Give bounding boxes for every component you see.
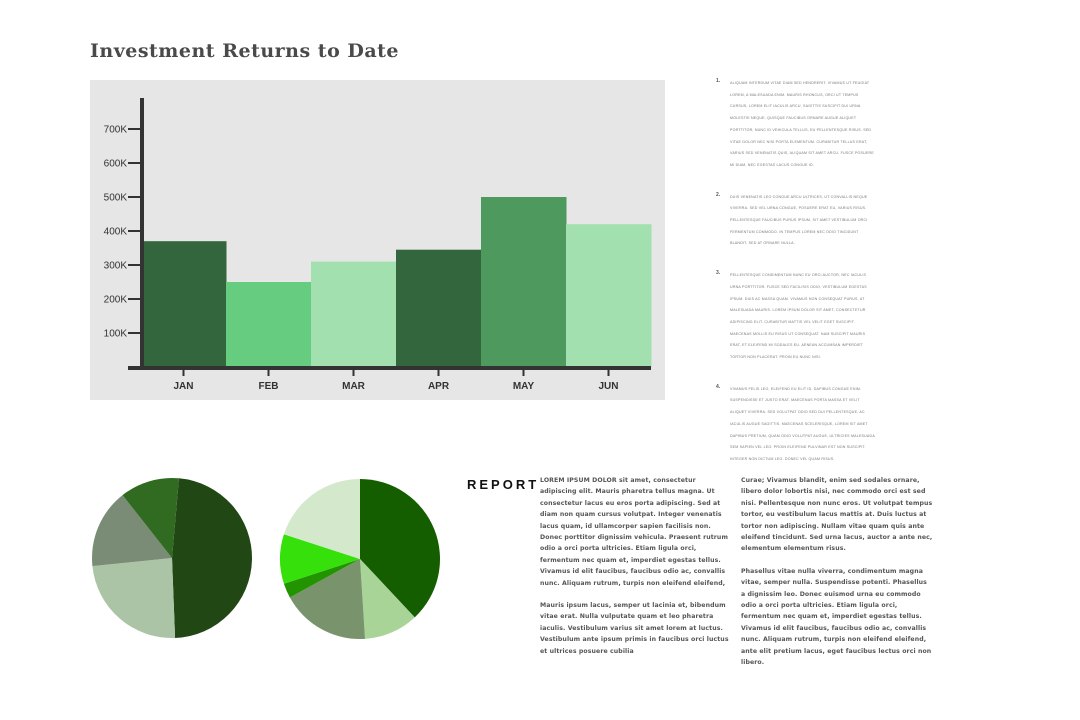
x-tick-label: MAY (513, 381, 535, 392)
bar-jun (566, 224, 652, 367)
pie-2-slice (283, 559, 360, 598)
x-tick-label: JUN (598, 381, 618, 392)
y-tick-label: 700K (104, 125, 128, 136)
pie-2-slice (280, 534, 360, 584)
list-item: 1. Aliquam interdum vitae diam sed hendre… (716, 78, 876, 172)
report-paragraph: Phasellus vitae nulla viverra, condiment… (741, 567, 932, 667)
x-tick-label: FEB (259, 381, 279, 392)
report-paragraph: Mauris ipsum lacus, semper ut lacinia et… (540, 602, 729, 655)
list-text: Vivamus felis leo, eleifend eu elit id, … (730, 386, 875, 461)
page-title: Investment Returns to Date (90, 40, 400, 62)
pie-charts (92, 478, 441, 639)
list-number: 3. (716, 270, 721, 277)
numbered-list: 1. Aliquam interdum vitae diam sed hendre… (716, 78, 876, 486)
report-column-2: Curae; Vivamus blandit, enim sed sodales… (741, 475, 933, 680)
list-item: 3. Pellentesque condimentum nunc eu orci … (716, 270, 876, 364)
report-paragraph: LOREM IPSUM DOLOR sit amet, consectetur … (540, 477, 728, 587)
list-text: Aliquam interdum vitae diam sed hendreri… (730, 81, 874, 167)
pie-2-slice (289, 559, 366, 639)
list-item: 4. Vivamus felis leo, eleifend eu elit id… (716, 384, 876, 466)
list-number: 2. (716, 191, 721, 198)
pie-1-slice (172, 478, 253, 638)
pie-1-slice (122, 478, 179, 558)
list-item: 2. Duis venenatis leo congue arcu ultrice… (716, 192, 876, 251)
bar-chart: JAN FEB MAR APR MAY JUN 100K 200K 300K 400K 500K 60… (90, 80, 665, 400)
list-number: 1. (716, 78, 721, 84)
pie-2-slice (283, 479, 360, 559)
y-tick-label: 500K (104, 193, 128, 204)
y-tick-label: 300K (104, 261, 128, 272)
bar-chart-svg: JAN FEB MAR APR MAY JUN 100K 200K 300K 400K 500K 60… (104, 98, 652, 392)
pie-1-slice (92, 558, 176, 638)
report-column-1: LOREM IPSUM DOLOR sit amet, consectetur … (540, 475, 732, 668)
bar-may (481, 197, 567, 367)
list-number: 4. (716, 383, 721, 390)
x-tick-label: APR (428, 381, 450, 392)
pie-2-slice (360, 559, 415, 639)
bar-mar (311, 261, 397, 367)
x-tick-label: MAR (342, 381, 366, 392)
pie-2-slice (360, 479, 441, 618)
list-text: Pellentesque condimentum nunc eu orci au… (730, 273, 867, 360)
report-paragraph: Curae; Vivamus blandit, enim sed sodales… (741, 477, 933, 553)
bar-jan (141, 241, 227, 367)
pie-1-slice (92, 495, 172, 567)
y-tick-label: 600K (104, 159, 128, 170)
bar-apr (396, 249, 482, 367)
y-tick-label: 100K (104, 329, 128, 340)
bar-feb (226, 282, 312, 367)
y-tick-label: 200K (104, 295, 128, 306)
x-tick-label: JAN (173, 381, 193, 392)
report-heading: REPORT (467, 477, 540, 492)
y-tick-label: 400K (104, 227, 128, 238)
list-text: Duis venenatis leo congue arcu ultrices,… (730, 194, 868, 246)
